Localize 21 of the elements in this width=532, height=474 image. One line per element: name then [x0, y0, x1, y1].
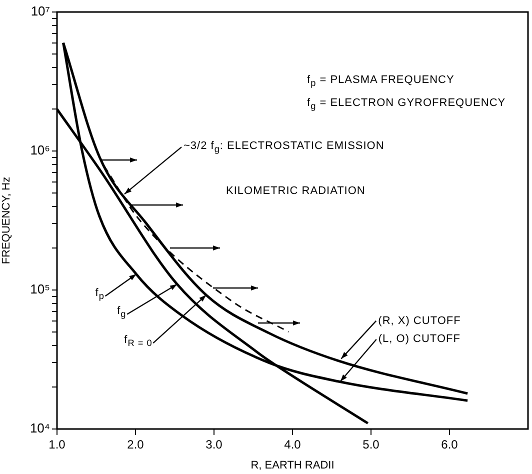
y-tick-label: 10⁷ — [30, 4, 50, 19]
annotation: f$_{p}$ = PLASMA FREQUENCY — [307, 74, 454, 88]
x-tick-label: 4.0 — [284, 438, 302, 452]
annotation: ~3/2 f$_{g}$: ELECTROSTATIC EMISSION — [184, 140, 384, 154]
y-tick-label: 10⁶ — [30, 142, 50, 158]
y-axis-title: FREQUENCY, Hz — [0, 176, 13, 264]
x-tick-label: 1.0 — [48, 438, 66, 452]
annotation: KILOMETRIC RADIATION — [226, 185, 366, 197]
annotation: (L, O) CUTOFF — [378, 333, 460, 346]
annotation: f$_{g}$ — [117, 305, 126, 320]
x-tick-label: 5.0 — [362, 438, 380, 452]
annotation: f$_{R = 0}$ — [124, 334, 152, 348]
annotation: (R, X) CUTOFF — [378, 314, 461, 327]
x-tick-label: 2.0 — [127, 438, 144, 452]
annotation: f$_{p}$ — [95, 287, 104, 302]
x-axis-title: R, EARTH RADII — [250, 459, 334, 472]
x-tick-label: 6.0 — [441, 438, 458, 452]
y-tick-label: 10⁵ — [30, 282, 50, 297]
x-tick-label: 3.0 — [206, 438, 223, 452]
annotation: f$_{g}$ = ELECTRON GYROFREQUENCY — [307, 96, 506, 112]
y-tick-label: 10⁴ — [30, 420, 50, 436]
